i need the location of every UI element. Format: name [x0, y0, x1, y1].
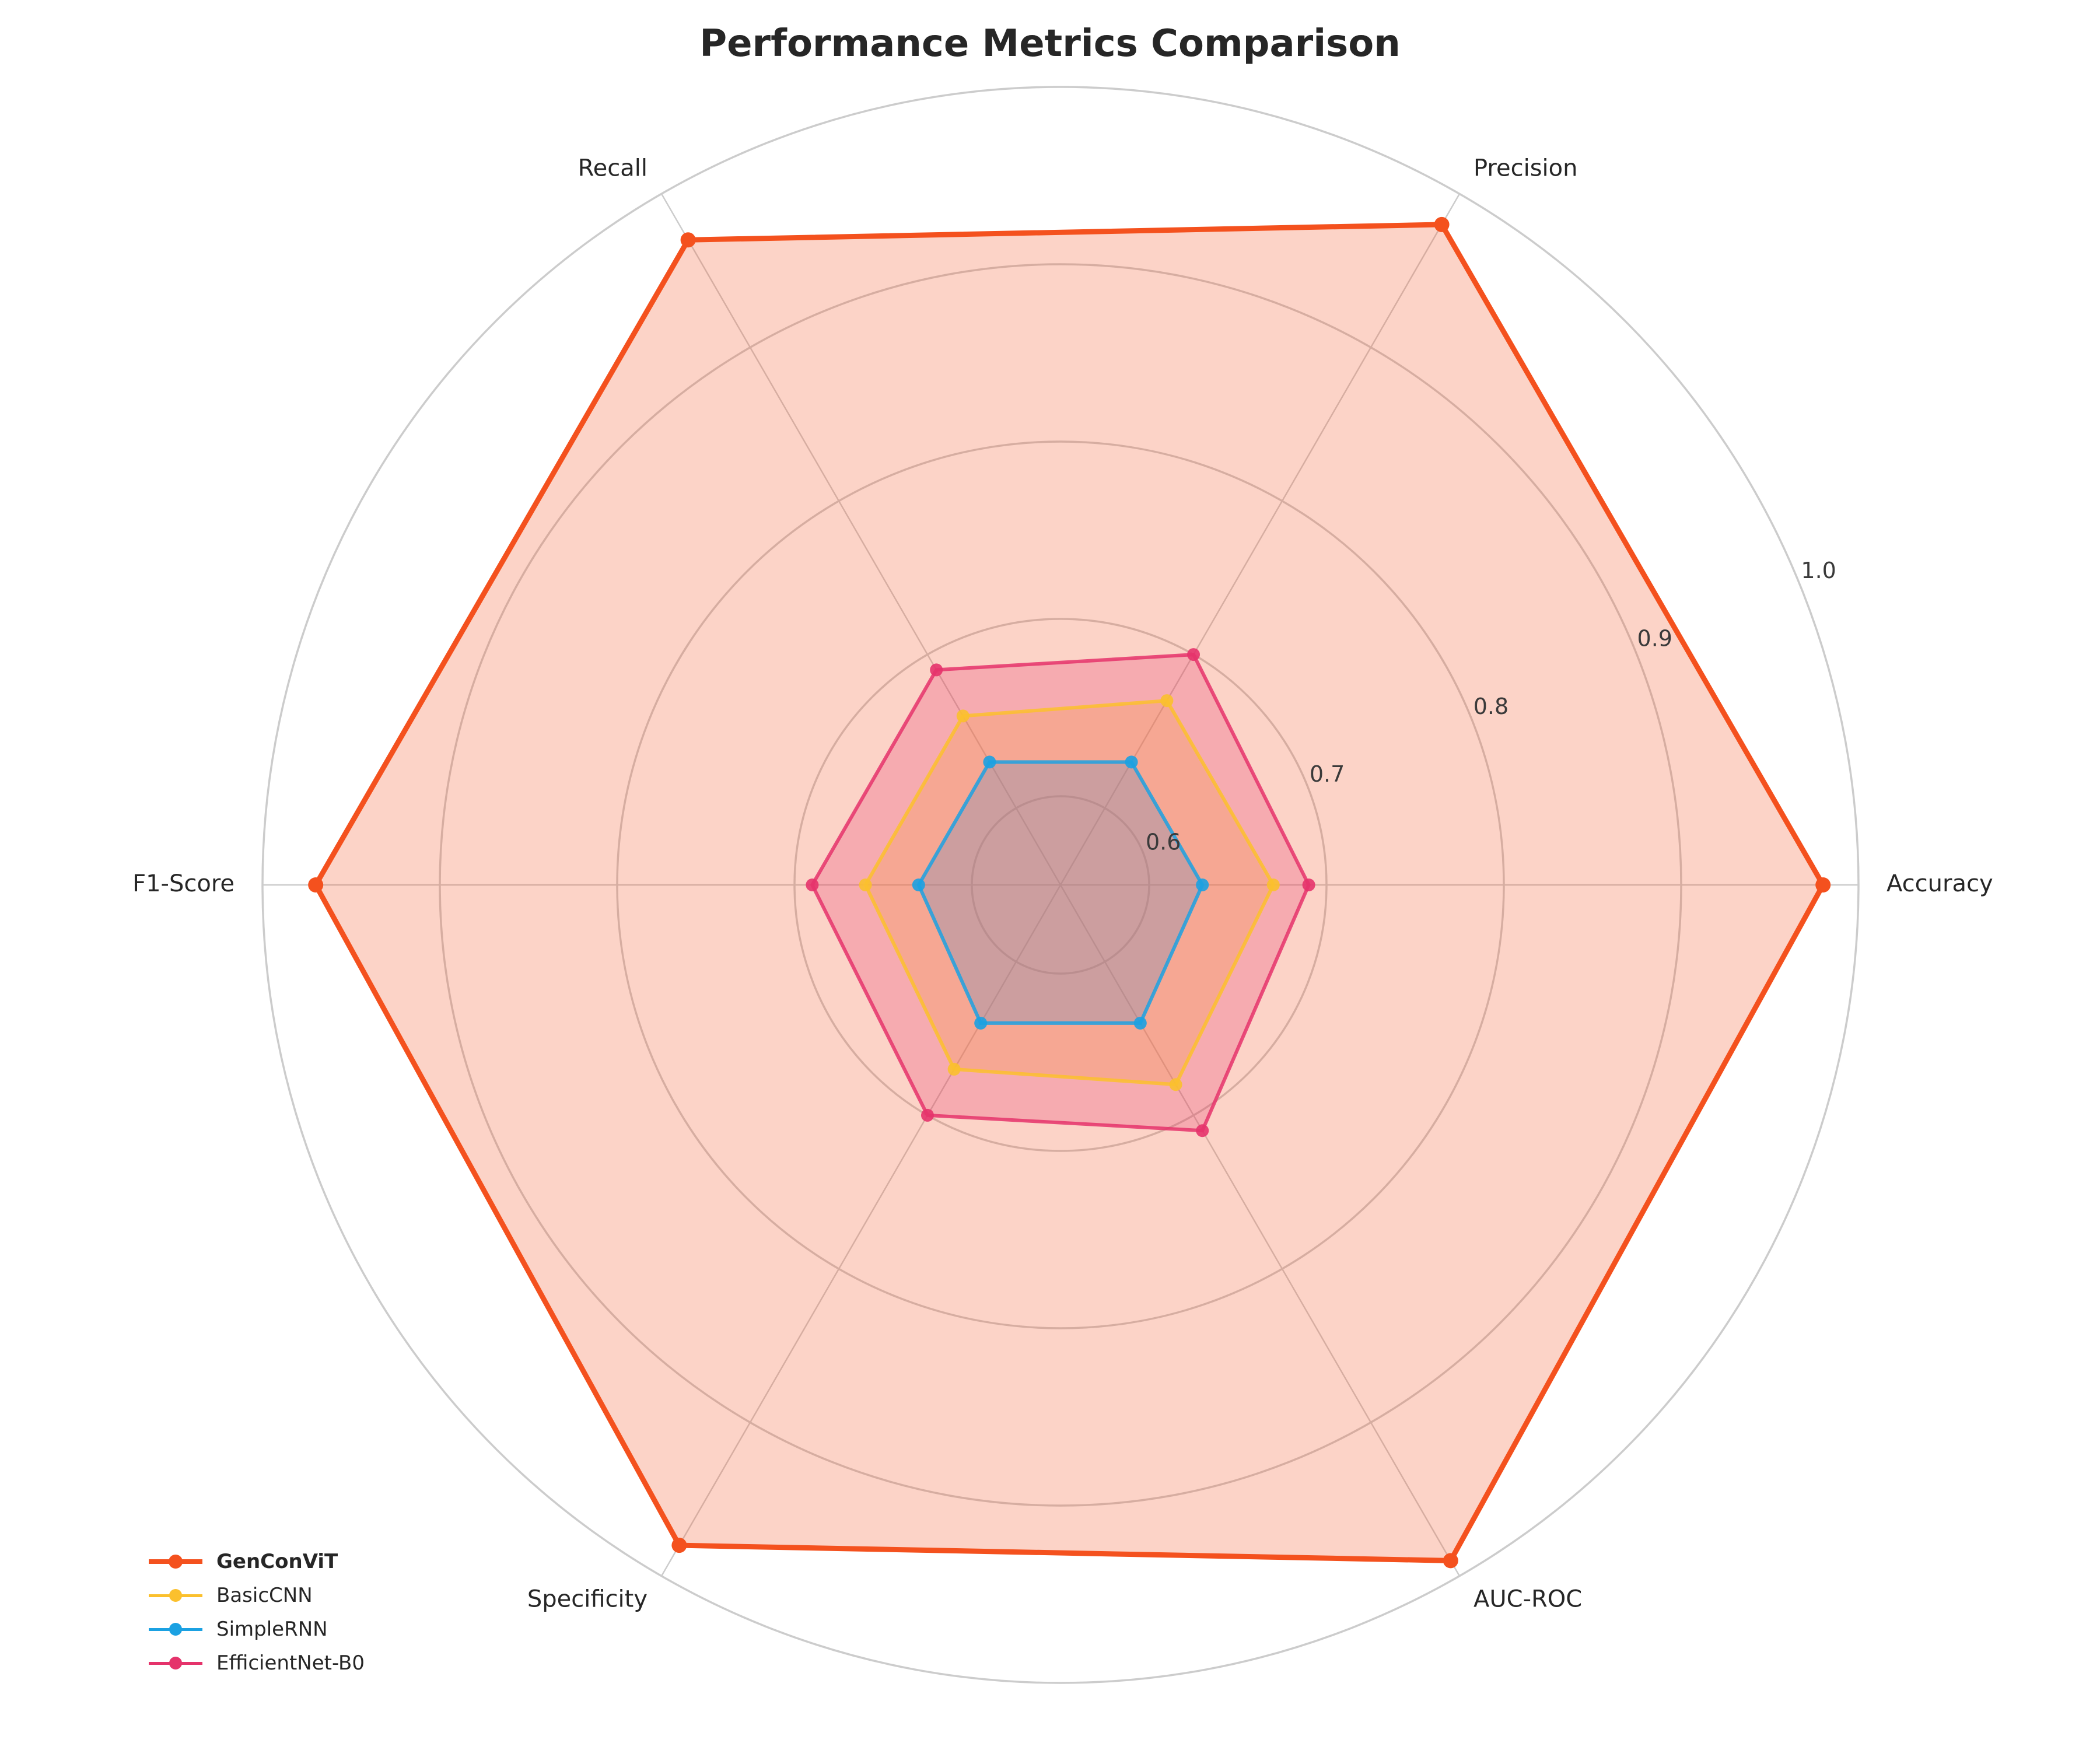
data-point: [1125, 755, 1138, 769]
legend-swatch: [149, 1657, 202, 1670]
data-point: [912, 878, 925, 891]
series-fill: [918, 762, 1203, 1023]
data-point: [1302, 878, 1315, 891]
data-point: [1187, 648, 1200, 662]
data-point: [1169, 1078, 1182, 1091]
legend-swatch: [149, 1589, 202, 1602]
data-point: [956, 709, 970, 723]
radial-tick-label: 0.9: [1637, 626, 1672, 652]
data-point: [1196, 1124, 1209, 1138]
data-point: [930, 663, 943, 677]
series-points: [308, 216, 1831, 1569]
data-point: [1266, 878, 1280, 891]
axis-label: Recall: [578, 155, 648, 182]
axis-label: F1-Score: [132, 870, 235, 897]
data-point: [974, 1016, 988, 1030]
axis-labels: Accuracy Precision Recall F1-Score Specifici…: [132, 155, 1993, 1613]
radial-tick-label: 0.6: [1146, 830, 1181, 855]
data-point: [983, 755, 996, 769]
legend-item: BasicCNN: [149, 1578, 365, 1612]
data-point: [1196, 878, 1209, 891]
radar-grid: [261, 86, 1860, 1684]
axis-spoke: [660, 884, 1062, 1577]
legend: GenConViT BasicCNN SimpleRNN EfficientNet-B…: [149, 1545, 365, 1680]
series-fills: [316, 224, 1824, 1561]
data-point: [1434, 216, 1450, 232]
legend-swatch: [149, 1623, 202, 1636]
axis-label: AUC-ROC: [1474, 1586, 1582, 1612]
legend-label: SimpleRNN: [216, 1618, 328, 1641]
data-point: [671, 1538, 687, 1553]
axis-label: Specificity: [527, 1586, 648, 1612]
legend-item: EfficientNet-B0: [149, 1646, 365, 1680]
data-point: [680, 232, 696, 248]
data-point: [947, 1062, 961, 1076]
axis-spoke: [660, 193, 1062, 886]
series-fill: [316, 224, 1824, 1561]
legend-item: SimpleRNN: [149, 1612, 365, 1646]
legend-label: BasicCNN: [216, 1584, 313, 1607]
chart-title: Performance Metrics Comparison: [699, 22, 1401, 65]
radial-tick-label: 1.0: [1801, 558, 1836, 583]
axis-spoke: [1059, 193, 1461, 886]
radial-tick-label: 0.8: [1474, 694, 1508, 719]
data-point: [1443, 1553, 1458, 1569]
series-fill: [865, 701, 1273, 1085]
axis-spoke: [1059, 884, 1461, 1577]
legend-item: GenConViT: [149, 1545, 365, 1578]
data-point: [859, 878, 872, 891]
data-point: [1815, 877, 1831, 892]
data-point: [1133, 1016, 1147, 1030]
radial-tick-label: 0.7: [1310, 761, 1345, 787]
legend-label: GenConViT: [216, 1550, 338, 1573]
legend-label: EfficientNet-B0: [216, 1651, 365, 1675]
data-point: [308, 877, 324, 892]
legend-swatch: [149, 1555, 202, 1569]
data-point: [1160, 694, 1174, 708]
axis-label: Accuracy: [1887, 870, 1993, 897]
data-point: [921, 1108, 934, 1122]
series-fill: [812, 654, 1309, 1131]
axis-label: Precision: [1474, 155, 1577, 182]
radial-tick-labels: 0.6 0.7 0.8 0.9 1.0: [1146, 558, 1836, 855]
data-point: [806, 878, 819, 891]
